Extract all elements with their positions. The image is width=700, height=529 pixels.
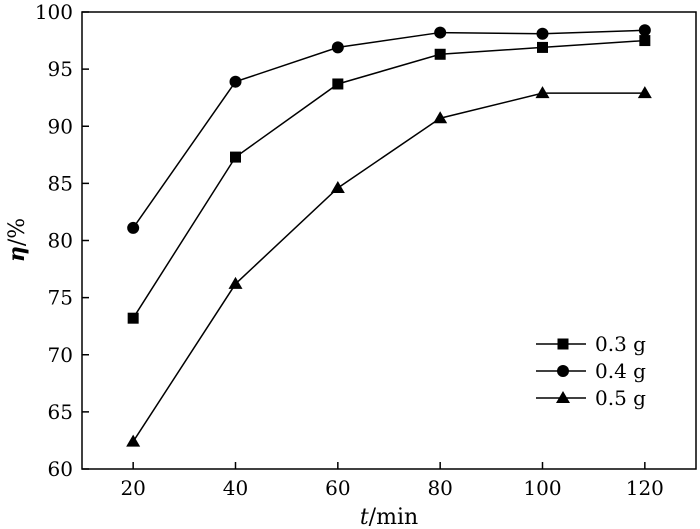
x-tick-label: 80 (427, 476, 452, 500)
data-point (537, 41, 548, 53)
data-point (639, 35, 651, 47)
legend-label: 0.5 g (595, 386, 646, 410)
legend-label: 0.4 g (595, 359, 646, 383)
data-point (434, 48, 446, 60)
y-tick-label: 65 (48, 400, 73, 424)
y-tick-label: 85 (48, 171, 73, 195)
data-point (331, 41, 344, 54)
data-point (535, 86, 550, 99)
x-axis-title-unit: /min (369, 505, 418, 529)
y-axis-title-unit: /% (5, 218, 30, 246)
series-triangle (126, 86, 652, 447)
data-point (330, 180, 345, 193)
data-point (433, 111, 448, 124)
data-point (434, 26, 447, 39)
series-line (132, 29, 645, 229)
legend-marker (557, 365, 569, 377)
x-axis-title-symbol: t (360, 505, 369, 529)
y-tick-label: 95 (48, 57, 73, 81)
data-point (229, 75, 242, 88)
series-square (127, 35, 651, 324)
series-line (132, 39, 645, 319)
x-tick-label: 40 (223, 476, 248, 500)
legend-label: 0.3 g (595, 332, 646, 356)
series-layer (126, 24, 652, 447)
data-point (536, 27, 549, 40)
series-circle (127, 24, 651, 234)
y-axis-title: η/% (4, 218, 30, 262)
y-tick-label: 60 (48, 457, 73, 481)
y-tick-label: 80 (48, 229, 73, 253)
x-axis-title: t/min (360, 505, 418, 529)
legend-entry: 0.4 g (536, 359, 646, 383)
series-line (132, 92, 645, 442)
data-point (637, 86, 652, 99)
legend-entry: 0.3 g (536, 332, 646, 356)
x-tick-label: 120 (626, 476, 664, 500)
y-tick-label: 90 (48, 114, 73, 138)
data-point (332, 78, 344, 90)
data-point (638, 24, 651, 37)
x-tick-label: 100 (523, 476, 561, 500)
x-tick-label: 20 (120, 476, 145, 500)
legend: 0.3 g 0.4 g 0.5 g (536, 332, 646, 410)
y-tick-label: 70 (48, 343, 73, 367)
y-tick-label: 75 (48, 286, 73, 310)
x-tick-label: 60 (325, 476, 350, 500)
y-axis-title-symbol: η (4, 246, 30, 262)
y-axis: 60 65 70 75 80 85 90 95 100 (35, 0, 89, 481)
data-point (126, 434, 141, 447)
x-axis: 20 40 60 80 100 120 (120, 462, 664, 500)
legend-marker (556, 391, 570, 403)
legend-marker (557, 338, 569, 350)
y-tick-label: 100 (35, 0, 73, 24)
data-point (230, 151, 241, 163)
data-point (228, 276, 243, 289)
data-point (127, 312, 139, 324)
data-point (127, 221, 140, 234)
legend-entry: 0.5 g (536, 386, 646, 410)
